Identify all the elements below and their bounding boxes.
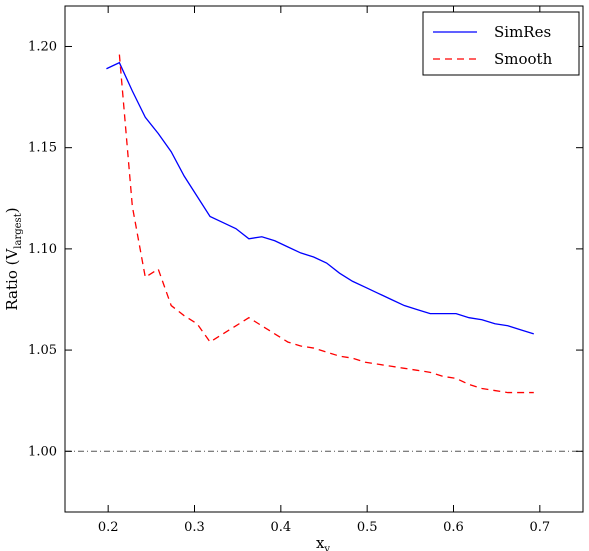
y-tick-label: 1.10 [28, 242, 57, 257]
y-tick-label: 1.05 [28, 343, 57, 358]
series-line-simres [106, 61, 534, 335]
y-axis-title: Ratio (Vlargest) [3, 207, 24, 310]
plot-frame [64, 5, 584, 513]
x-tick-label: 0.6 [443, 520, 464, 535]
x-tick-label: 0.7 [529, 520, 550, 535]
x-tick-label: 0.3 [184, 520, 205, 535]
legend-label-smooth: Smooth [494, 50, 553, 68]
legend-box [422, 11, 580, 76]
series-layer [106, 54, 534, 394]
x-tick-label: 0.2 [98, 520, 119, 535]
y-tick-label: 1.15 [28, 141, 57, 156]
x-tick-label: 0.5 [357, 520, 378, 535]
ticks-layer: 0.2 0.3 0.4 0.5 0.6 0.7 1.00 1.05 1.10 1.15 1.20 [28, 6, 583, 535]
legend-label-simres: SimRes [494, 23, 551, 41]
legend: SimRes Smooth [422, 11, 580, 76]
x-axis-title: xv [316, 534, 330, 551]
y-tick-label: 1.00 [28, 444, 57, 459]
y-tick-label: 1.20 [28, 39, 57, 54]
series-line-smooth [118, 54, 534, 394]
x-tick-label: 0.4 [270, 520, 291, 535]
